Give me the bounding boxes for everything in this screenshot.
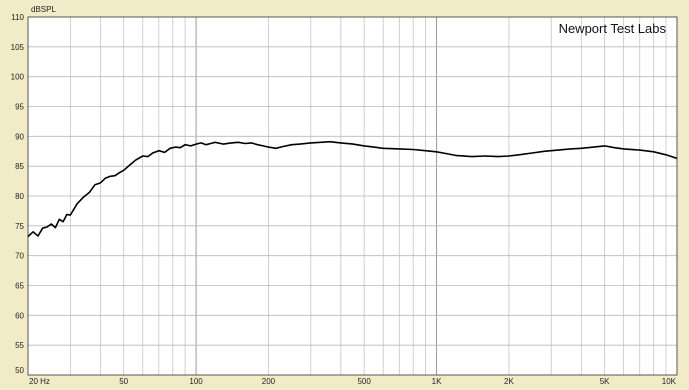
x-tick-label: 100 (189, 377, 203, 385)
y-tick-label: 75 (15, 222, 24, 231)
series-group (27, 140, 678, 238)
x-tick-label: 5K (600, 377, 610, 385)
series-line (27, 140, 678, 238)
y-tick-label: 105 (11, 43, 25, 52)
y-tick-label: 55 (15, 341, 24, 350)
grid (27, 16, 677, 376)
y-axis-label: dBSPL (31, 5, 56, 14)
x-tick-label: 50 (119, 377, 128, 385)
y-tick-label: 60 (15, 311, 24, 320)
y-tick-label: 65 (15, 282, 24, 291)
x-tick-labels: 20 Hz 50 100 200 500 1K 2K 5K 10K (29, 377, 677, 386)
y-tick-label: 85 (15, 162, 24, 171)
x-tick-label: 2K (504, 377, 514, 385)
y-tick-label: 100 (11, 73, 25, 82)
x-tick-label: 20 Hz (29, 377, 50, 385)
y-tick-label: 95 (15, 103, 24, 112)
y-tick-label: 90 (15, 132, 24, 141)
y-tick-label: 50 (15, 366, 24, 375)
y-tick-labels: 55 60 65 70 75 80 85 90 95 100 105 110 50 (11, 13, 25, 375)
plot-frame (27, 16, 678, 376)
x-tick-label: 10K (662, 377, 677, 385)
y-tick-label: 110 (11, 13, 24, 22)
x-tick-label: 1K (432, 377, 442, 385)
y-tick-label: 80 (15, 192, 24, 201)
watermark-label: Newport Test Labs (559, 21, 667, 36)
x-tick-label: 500 (357, 377, 371, 385)
y-tick-label: 70 (15, 252, 24, 261)
x-tick-label: 200 (262, 377, 276, 385)
